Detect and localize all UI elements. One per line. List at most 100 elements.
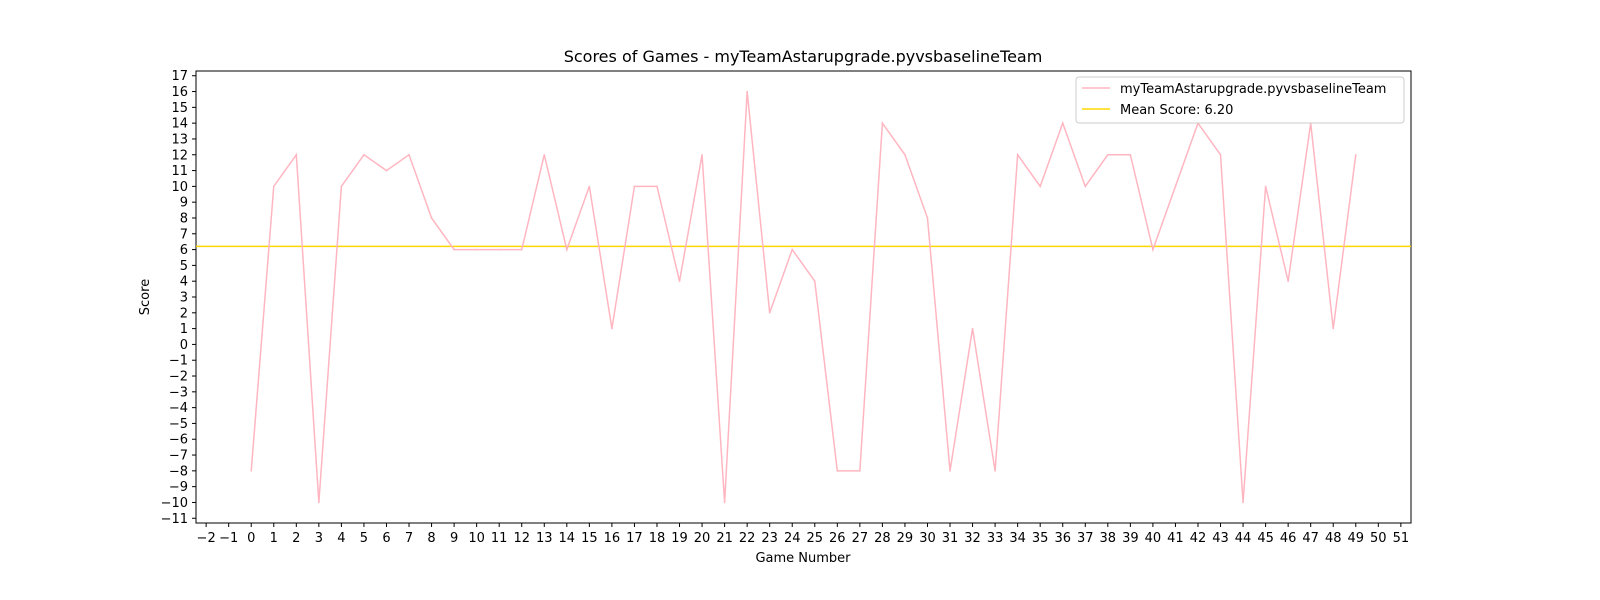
chart-title: Scores of Games - myTeamAstarupgrade.pyv… (564, 47, 1043, 66)
x-tick-label: 16 (604, 531, 621, 546)
x-tick-label: 39 (1122, 531, 1139, 546)
x-tick-label: 47 (1302, 531, 1319, 546)
x-tick-label: 2 (292, 531, 300, 546)
data-point (701, 153, 703, 156)
x-tick-label: 33 (987, 531, 1004, 546)
y-tick-label: 1 (180, 322, 188, 337)
y-tick-label: 11 (171, 164, 188, 179)
x-tick-label: 17 (626, 531, 643, 546)
x-tick-label: 4 (337, 531, 345, 546)
y-tick-label: 6 (180, 243, 188, 258)
x-tick-label: 36 (1054, 531, 1071, 546)
data-point (859, 470, 861, 472)
x-tick-label: 6 (382, 531, 390, 546)
y-tick-label: 17 (171, 69, 188, 84)
x-tick-label: 5 (360, 531, 368, 546)
legend: myTeamAstarupgrade.pyvsbaselineTeam Mean… (1075, 76, 1405, 124)
y-tick-label: −5 (169, 417, 188, 432)
data-point (1264, 185, 1267, 188)
x-tick-label: 8 (427, 531, 435, 546)
x-tick-label: 43 (1212, 531, 1229, 546)
data-point (949, 470, 951, 472)
y-tick-label: 10 (171, 180, 188, 195)
data-point (768, 312, 771, 314)
data-point (633, 185, 636, 188)
data-point (791, 248, 794, 251)
x-tick-label: 50 (1370, 531, 1387, 546)
data-point (904, 153, 906, 156)
x-tick-label: 1 (270, 531, 278, 546)
y-tick-label: 15 (171, 101, 188, 116)
legend-label-series: myTeamAstarupgrade.pyvsbaselineTeam (1120, 82, 1386, 97)
y-tick-label: 2 (180, 306, 188, 321)
series-line (250, 91, 1357, 503)
x-tick-label: 51 (1393, 531, 1410, 546)
x-tick-label: 28 (874, 531, 891, 546)
data-point (566, 248, 568, 251)
x-tick-label: 48 (1325, 531, 1342, 546)
x-tick-label: 37 (1077, 531, 1094, 546)
data-point (272, 185, 275, 188)
x-tick-label: 42 (1190, 531, 1207, 546)
data-point (611, 327, 613, 330)
x-tick-label: 20 (694, 531, 711, 546)
x-tick-label: 3 (315, 531, 323, 546)
x-tick-label: 29 (897, 531, 914, 546)
y-axis-title: Score (138, 279, 153, 315)
y-tick-label: 0 (180, 338, 188, 353)
data-point (385, 169, 388, 172)
data-point (475, 248, 478, 251)
y-tick-label: 16 (171, 85, 188, 100)
y-tick-label: −2 (169, 370, 188, 385)
x-tick-label: −2 (197, 531, 216, 546)
data-point (588, 185, 591, 188)
y-tick-label: 7 (180, 227, 188, 242)
x-tick-label: 27 (852, 531, 869, 546)
data-point (340, 185, 343, 188)
y-tick-label: 14 (171, 117, 188, 132)
data-point (1129, 153, 1132, 156)
x-tick-label: 30 (919, 531, 936, 546)
y-tick-label: −1 (169, 354, 188, 369)
data-point (1332, 327, 1335, 330)
x-tick-label: 0 (247, 531, 255, 546)
data-point (813, 280, 816, 282)
series-layer (196, 90, 1411, 504)
y-tick-label: −8 (169, 464, 188, 479)
x-tick-label: 26 (829, 531, 846, 546)
x-tick-label: 25 (806, 531, 823, 546)
x-axis: −2 −1 0 1 2 3 4 5 6 7 8 9 10 11 12 13 14 15 16 17 18 19 20 21 22… (197, 523, 1410, 546)
x-tick-label: 15 (581, 531, 598, 546)
y-tick-label: 8 (180, 211, 188, 226)
x-tick-label: 41 (1167, 531, 1184, 546)
data-point (881, 122, 884, 124)
data-point (723, 501, 726, 504)
x-tick-label: 40 (1145, 531, 1162, 546)
x-tick-label: 14 (559, 531, 576, 546)
data-point (1084, 185, 1087, 188)
x-tick-label: 45 (1257, 531, 1274, 546)
data-point (1242, 501, 1244, 504)
y-tick-label: −9 (169, 480, 188, 495)
data-point (1107, 153, 1109, 156)
data-point (994, 470, 996, 472)
x-tick-label: 12 (513, 531, 530, 546)
x-tick-label: 38 (1100, 531, 1117, 546)
y-tick-label: −11 (161, 512, 188, 527)
legend-box (1075, 76, 1405, 124)
data-point (1354, 153, 1357, 156)
x-tick-label: 7 (405, 531, 413, 546)
x-tick-label: 22 (739, 531, 756, 546)
data-point (520, 248, 523, 251)
data-point (295, 153, 298, 156)
data-point (1039, 185, 1041, 188)
x-tick-label: 18 (649, 531, 666, 546)
x-tick-label: 10 (468, 531, 485, 546)
data-point (656, 185, 658, 188)
data-point (250, 470, 253, 472)
x-tick-label: 24 (784, 531, 801, 546)
y-tick-label: −7 (169, 449, 188, 464)
data-point (318, 501, 320, 504)
x-tick-label: 11 (491, 531, 508, 546)
y-tick-label: 3 (180, 291, 188, 306)
